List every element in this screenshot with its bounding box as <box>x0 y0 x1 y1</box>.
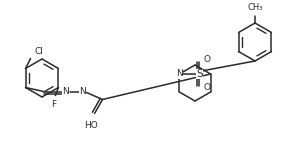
Text: N: N <box>79 87 86 96</box>
Text: HO: HO <box>84 122 98 130</box>
Text: F: F <box>51 100 56 108</box>
Text: CH₃: CH₃ <box>247 3 263 12</box>
Text: O: O <box>203 84 210 92</box>
Text: N: N <box>62 87 69 96</box>
Text: S: S <box>196 69 203 79</box>
Text: Cl: Cl <box>35 48 43 57</box>
Text: O: O <box>203 56 210 65</box>
Text: N: N <box>176 70 183 78</box>
